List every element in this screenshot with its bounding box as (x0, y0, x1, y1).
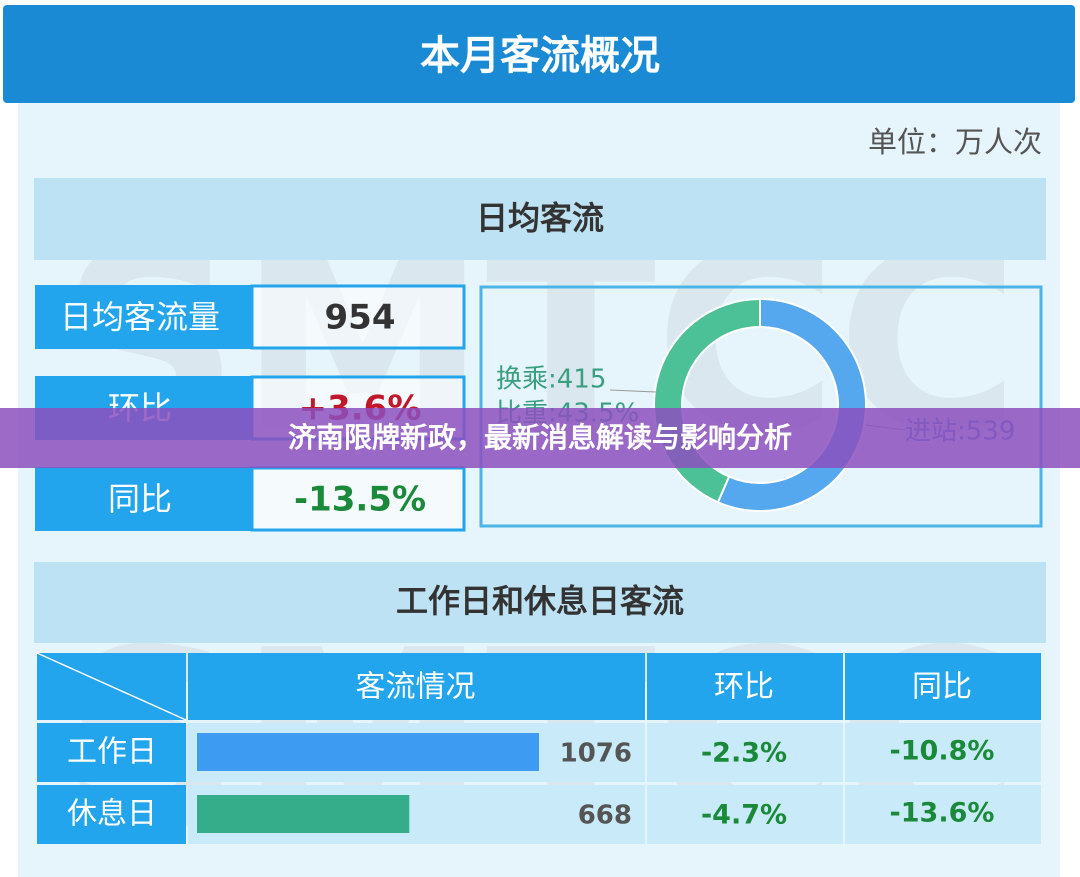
bar-value: 668 (578, 801, 632, 831)
yoy: -10.8% (890, 736, 995, 767)
bar-value: 1076 (560, 739, 632, 769)
cell (845, 785, 1041, 844)
header-cell (845, 653, 1041, 720)
row-label-cell (37, 723, 186, 782)
value-cell (250, 466, 466, 532)
donut-box (479, 285, 1043, 528)
title: 本月客流概况 (420, 33, 660, 79)
section-title: 工作日和休息日客流 (396, 582, 684, 620)
donut-label: 换乘:415 (496, 365, 606, 395)
column-header: 环比 (714, 670, 774, 705)
row-label-cell (37, 785, 186, 844)
bar (197, 733, 539, 771)
column-header: 客流情况 (356, 670, 476, 705)
yoy: -13.6% (890, 798, 995, 829)
cell (845, 723, 1041, 782)
mom: -2.3% (701, 738, 787, 769)
row-label: 同比 (108, 480, 172, 518)
section-header (34, 178, 1046, 260)
cell (647, 785, 843, 844)
row-label: 休息日 (67, 797, 157, 832)
label-cell (35, 285, 252, 349)
leader (609, 389, 657, 393)
mom: -4.7% (701, 800, 787, 831)
bar (197, 795, 410, 833)
diagonal (36, 652, 187, 721)
cell (647, 723, 843, 782)
section-title: 日均客流 (476, 199, 604, 237)
row-value: 954 (325, 298, 396, 338)
overlay-title: 济南限牌新政，最新消息解读与影响分析 (288, 421, 792, 454)
section-header (34, 562, 1046, 643)
row-value: -13.5% (294, 480, 426, 520)
row-label: 日均客流量 (60, 298, 220, 336)
overlay-banner (0, 408, 1080, 468)
label-cell (35, 467, 252, 531)
column-header: 同比 (912, 670, 972, 705)
row-label: 工作日 (67, 735, 157, 770)
header-cell (647, 653, 843, 720)
header-bar (3, 5, 1075, 103)
value-cell (250, 284, 466, 350)
header-cell (188, 653, 645, 720)
unit: 单位：万人次 (868, 125, 1042, 159)
